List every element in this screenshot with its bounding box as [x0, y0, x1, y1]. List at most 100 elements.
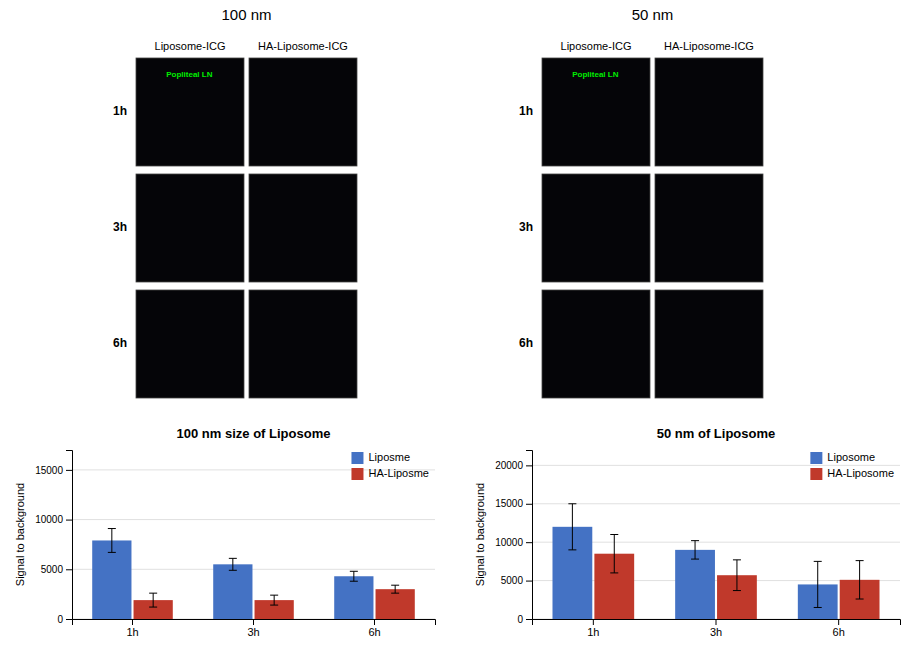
- bar-chart: 0500010000150001h3h6h100 nm size of Lipo…: [14, 426, 436, 638]
- error-bar-cap: [229, 570, 237, 571]
- series: [552, 504, 837, 619]
- error-bar-cap: [149, 607, 157, 608]
- x-tick: 1h: [587, 619, 599, 638]
- legend-item: HA-Liposome: [810, 467, 894, 480]
- legend-label: Liposme: [368, 451, 410, 463]
- error-bar: [270, 595, 278, 605]
- error-bar-cap: [733, 590, 741, 591]
- y-tick: 10000: [35, 514, 72, 525]
- x-axis-line: [533, 620, 901, 626]
- x-tick-label: 3h: [247, 626, 259, 638]
- y-tick: 0: [517, 614, 532, 625]
- error-bar: [856, 561, 864, 599]
- grid-line: [532, 503, 900, 504]
- error-bar-stem: [395, 585, 396, 593]
- error-bar: [568, 504, 576, 550]
- error-bar-stem: [572, 504, 573, 550]
- image-panel: [136, 174, 244, 282]
- grid: [72, 470, 435, 619]
- bar: [334, 576, 373, 619]
- chart-title: 50 nm of Liposome: [657, 426, 775, 441]
- legend-label: HA-Liposome: [827, 467, 894, 479]
- bar: [675, 550, 715, 619]
- error-bar-stem: [859, 561, 860, 599]
- bar-chart: 050001000015000200001h3h6h50 nm of Lipos…: [474, 426, 901, 638]
- legend-swatch: [351, 452, 363, 464]
- column-label: HA-Liposome-ICG: [258, 40, 348, 52]
- x-tick: 6h: [368, 619, 380, 638]
- legend-label: HA-Liposme: [368, 467, 429, 479]
- group-title: 50 nm: [632, 6, 674, 23]
- error-bar: [350, 571, 358, 581]
- error-bar-stem: [274, 595, 275, 605]
- y-tick-mark: [526, 504, 532, 505]
- grid: [532, 465, 900, 619]
- x-tick-label: 6h: [368, 626, 380, 638]
- error-bar: [610, 535, 618, 573]
- y-axis-title: Signal to background: [474, 483, 486, 586]
- x-tick: 6h: [833, 619, 845, 638]
- image-panel: [542, 58, 650, 166]
- error-bar-cap: [391, 593, 399, 594]
- error-bar-cap: [814, 561, 822, 562]
- bar: [213, 564, 252, 619]
- row-label: 6h: [519, 336, 533, 350]
- row-label: 3h: [519, 220, 533, 234]
- figure: 100 nmLiposome-ICGHA-Liposome-ICG1h3h6hP…: [0, 0, 919, 648]
- y-tick: 15000: [35, 465, 72, 476]
- error-bar: [391, 585, 399, 593]
- error-bar: [691, 541, 699, 559]
- plot-area: [92, 529, 415, 619]
- error-bar-cap: [270, 605, 278, 606]
- image-panel: [655, 174, 763, 282]
- plot-area: [552, 504, 879, 619]
- y-tick-label: 5000: [41, 564, 64, 575]
- legend-swatch: [810, 468, 822, 480]
- image-panel: [542, 290, 650, 398]
- error-bar-stem: [232, 558, 233, 570]
- error-bar-cap: [108, 528, 116, 529]
- y-tick: 15000: [495, 498, 532, 509]
- y-tick: 20000: [495, 460, 532, 471]
- error-bar-cap: [733, 559, 741, 560]
- x-tick-label: 1h: [126, 626, 138, 638]
- error-bar-cap: [691, 559, 699, 560]
- y-tick-label: 5000: [501, 575, 524, 586]
- y-tick: 0: [57, 614, 72, 625]
- y-axis-line: [66, 451, 73, 620]
- series: [134, 585, 415, 619]
- error-bar-cap: [229, 558, 237, 559]
- error-bar: [229, 558, 237, 570]
- error-bar: [108, 529, 116, 553]
- error-bar-cap: [691, 540, 699, 541]
- series: [594, 535, 879, 620]
- image-panel: [249, 58, 357, 166]
- error-bar-cap: [610, 572, 618, 573]
- y-axis: 05000100001500020000: [495, 451, 532, 625]
- error-bar-cap: [270, 595, 278, 596]
- error-bar: [149, 593, 157, 607]
- y-tick-mark: [526, 581, 532, 582]
- column-label: Liposome-ICG: [561, 40, 632, 52]
- row-label: 3h: [113, 220, 127, 234]
- x-axis: 1h 3h 6h: [73, 619, 436, 638]
- error-bar-cap: [568, 549, 576, 550]
- x-tick-mark: [593, 619, 594, 625]
- image-grid: 50 nmLiposome-ICGHA-Liposome-ICG1h3h6hPo…: [519, 6, 763, 398]
- y-tick-label: 20000: [495, 460, 523, 471]
- x-tick-mark: [374, 619, 375, 625]
- y-tick-mark: [66, 569, 72, 570]
- image-panel: [136, 290, 244, 398]
- legend-swatch: [351, 468, 363, 480]
- column-label: Liposome-ICG: [155, 40, 226, 52]
- x-tick-label: 3h: [710, 626, 722, 638]
- error-bar: [814, 561, 822, 607]
- x-tick: 3h: [247, 619, 259, 638]
- error-bar-cap: [149, 593, 157, 594]
- group-title: 100 nm: [221, 6, 271, 23]
- y-tick-mark: [526, 465, 532, 466]
- y-tick: 5000: [41, 564, 72, 575]
- y-tick-mark: [66, 470, 72, 471]
- error-bar-stem: [695, 541, 696, 559]
- y-tick-label: 0: [57, 614, 63, 625]
